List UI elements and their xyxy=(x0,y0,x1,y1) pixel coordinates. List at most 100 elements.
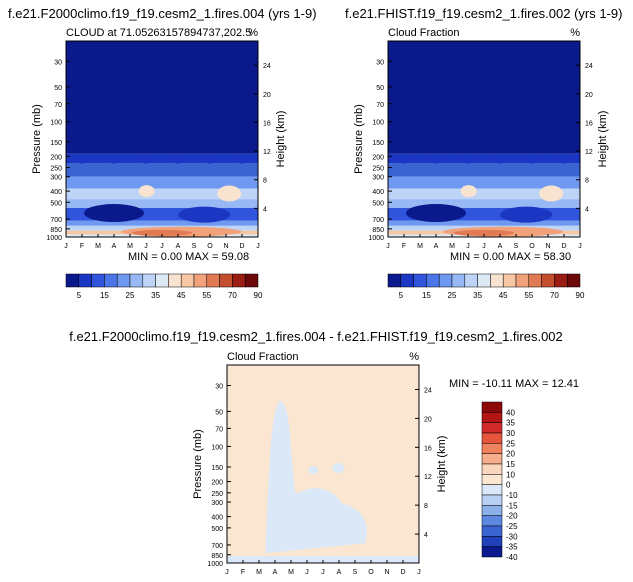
y-tick-right-label: 16 xyxy=(424,445,432,452)
colorbar-swatch xyxy=(481,525,503,537)
colorbar-swatch xyxy=(528,273,542,288)
x-tick-label: O xyxy=(207,243,213,250)
y-tick-label: 100 xyxy=(50,120,62,127)
y-tick-label: 700 xyxy=(372,217,384,224)
x-tick-label: S xyxy=(353,569,358,576)
contour-band xyxy=(66,163,258,177)
y-tick-label: 300 xyxy=(50,175,62,182)
colorbar-swatch xyxy=(65,273,80,288)
contour-blob xyxy=(178,206,231,223)
contour-blob xyxy=(138,185,155,198)
colorbar-swatch xyxy=(481,546,503,558)
x-tick-label: O xyxy=(529,243,535,250)
x-tick-label: J xyxy=(578,243,582,250)
stats-text: MIN = -10.11 MAX = 12.41 xyxy=(449,378,579,390)
colorbar-label: 70 xyxy=(228,291,237,300)
colorbar-swatch xyxy=(481,536,503,547)
y-tick-right-label: 8 xyxy=(585,178,589,185)
contour-band xyxy=(388,188,580,200)
x-tick-label: D xyxy=(561,243,566,250)
y-tick-label: 70 xyxy=(215,426,223,433)
colorbar-label: 25 xyxy=(448,291,457,300)
x-tick-label: D xyxy=(239,243,244,250)
colorbar-swatch xyxy=(168,273,182,288)
x-tick-label: F xyxy=(402,243,406,250)
x-tick-label: J xyxy=(417,569,421,576)
x-tick-label: M xyxy=(127,243,133,250)
colorbar-label: -25 xyxy=(506,522,518,531)
colorbar-swatch xyxy=(481,494,503,506)
colorbar-label: 0 xyxy=(506,481,511,490)
colorbar-label: 15 xyxy=(506,460,515,469)
panel-left-label: Cloud Fraction xyxy=(227,351,299,363)
colorbar-swatch xyxy=(502,273,517,288)
x-tick-label: M xyxy=(449,243,455,250)
y-tick-label: 850 xyxy=(211,553,223,560)
y-tick-right-label: 8 xyxy=(424,503,428,510)
y-tick-label: 850 xyxy=(50,227,62,234)
x-tick-label: J xyxy=(386,243,390,250)
x-tick-label: J xyxy=(144,243,148,250)
colorbar-label: 90 xyxy=(254,291,263,300)
y-tick-label: 50 xyxy=(215,409,223,416)
contour-band xyxy=(66,199,258,208)
colorbar-swatch xyxy=(400,273,414,288)
contour-negative xyxy=(332,462,345,473)
y-tick-label: 500 xyxy=(372,200,384,207)
colorbar-label: -15 xyxy=(506,501,518,510)
stats-text: MIN = 0.00 MAX = 58.30 xyxy=(450,251,571,263)
y-tick-label: 200 xyxy=(50,154,62,161)
y-tick-right-label: 12 xyxy=(263,149,271,156)
y-axis-right-title: Height (km) xyxy=(275,111,287,168)
y-tick-right-label: 24 xyxy=(263,63,271,70)
y-tick-right-label: 20 xyxy=(585,92,593,99)
colorbar-label: 55 xyxy=(524,291,533,300)
x-tick-label: M xyxy=(417,243,423,250)
x-tick-label: A xyxy=(434,243,439,250)
colorbar-swatch xyxy=(481,422,503,434)
panel-difference-cloud: f.e21.F2000climo.f19_f19.cesm2_1.fires.0… xyxy=(69,329,579,576)
y-tick-label: 250 xyxy=(211,491,223,498)
y-tick-label: 250 xyxy=(372,166,384,173)
y-tick-right-label: 16 xyxy=(585,120,593,127)
y-tick-right-label: 20 xyxy=(424,416,432,423)
panel-unit-label: % xyxy=(570,27,580,39)
panel-title: f.e21.FHIST.f19_f19.cesm2_1.fires.002 (y… xyxy=(345,6,622,21)
colorbar-swatch xyxy=(451,273,466,288)
x-tick-label: N xyxy=(384,569,389,576)
y-tick-label: 100 xyxy=(372,120,384,127)
colorbar-swatch xyxy=(438,273,453,288)
colorbar-swatch xyxy=(464,273,478,288)
colorbar-label: 15 xyxy=(422,291,431,300)
y-tick-label: 700 xyxy=(211,543,223,550)
y-tick-label: 150 xyxy=(372,140,384,147)
colorbar-swatch xyxy=(477,273,491,288)
colorbar-label: -20 xyxy=(506,512,518,521)
contour-band xyxy=(66,176,258,189)
y-tick-label: 400 xyxy=(50,189,62,196)
contour-band xyxy=(388,41,580,154)
contour-band xyxy=(388,199,580,208)
x-tick-label: A xyxy=(176,243,181,250)
x-tick-label: J xyxy=(321,569,325,576)
colorbar-label: 5 xyxy=(399,291,404,300)
stats-text: MIN = 0.00 MAX = 59.08 xyxy=(128,251,249,263)
x-tick-label: F xyxy=(241,569,245,576)
x-tick-label: A xyxy=(337,569,342,576)
colorbar-swatch xyxy=(566,273,581,288)
contour-blob xyxy=(500,206,553,223)
colorbar-label: -10 xyxy=(506,491,518,500)
x-tick-label: A xyxy=(498,243,503,250)
x-tick-label: A xyxy=(112,243,117,250)
y-tick-label: 400 xyxy=(372,189,384,196)
colorbar-swatch xyxy=(554,273,568,288)
y-tick-label: 500 xyxy=(211,526,223,533)
colorbar-label: 30 xyxy=(506,429,515,438)
x-tick-label: J xyxy=(482,243,486,250)
x-tick-label: A xyxy=(273,569,278,576)
colorbar-swatch xyxy=(426,273,440,288)
contour-band xyxy=(66,41,258,154)
y-tick-label: 50 xyxy=(376,85,384,92)
